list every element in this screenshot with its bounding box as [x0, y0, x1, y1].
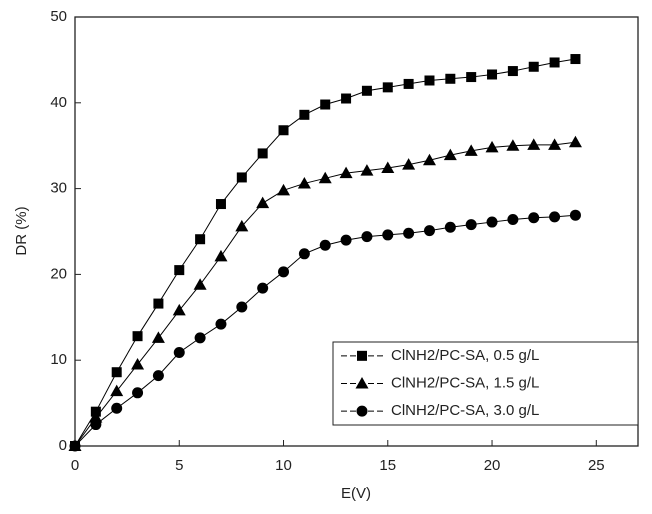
- marker: [549, 211, 561, 223]
- marker: [297, 176, 311, 189]
- marker: [341, 93, 352, 104]
- marker: [151, 331, 165, 343]
- marker: [548, 138, 562, 150]
- marker: [402, 158, 416, 170]
- marker: [298, 248, 310, 260]
- marker: [172, 303, 186, 316]
- marker: [194, 332, 206, 344]
- marker: [131, 357, 145, 370]
- marker: [424, 75, 435, 86]
- marker: [111, 402, 123, 414]
- marker: [423, 225, 435, 237]
- marker: [506, 139, 520, 151]
- marker: [507, 213, 519, 225]
- marker: [236, 301, 248, 313]
- marker: [320, 99, 331, 110]
- marker: [299, 109, 310, 120]
- legend-marker: [355, 377, 369, 389]
- marker: [382, 82, 393, 93]
- x-tick-label: 0: [71, 457, 79, 474]
- marker: [360, 164, 374, 176]
- marker: [382, 229, 394, 241]
- x-tick-label: 25: [588, 457, 605, 474]
- marker: [173, 346, 185, 358]
- legend-label: ClNH2/PC-SA, 1.5 g/L: [391, 374, 539, 391]
- legend-box: [332, 341, 639, 426]
- marker: [132, 331, 143, 342]
- marker: [319, 239, 331, 251]
- marker: [464, 144, 478, 156]
- marker: [278, 266, 290, 278]
- legend-marker: [356, 405, 368, 417]
- marker: [528, 212, 540, 224]
- marker: [361, 231, 373, 243]
- marker: [257, 148, 268, 159]
- x-tick-label: 20: [484, 457, 501, 474]
- marker: [527, 138, 541, 150]
- marker: [507, 66, 518, 77]
- marker: [443, 148, 457, 161]
- y-axis-label: DR (%): [13, 206, 30, 255]
- marker: [444, 221, 456, 233]
- marker: [403, 78, 414, 89]
- marker: [568, 135, 582, 148]
- y-tick-label: 30: [50, 180, 67, 197]
- plot-frame: [74, 16, 639, 447]
- marker: [110, 384, 124, 397]
- marker: [193, 278, 207, 290]
- marker: [445, 73, 456, 84]
- y-tick-label: 0: [59, 437, 67, 454]
- marker: [132, 387, 144, 399]
- y-tick-label: 20: [50, 265, 67, 282]
- marker: [486, 216, 498, 228]
- x-tick-label: 5: [175, 457, 183, 474]
- x-tick-label: 10: [275, 457, 292, 474]
- marker: [153, 298, 164, 309]
- legend-label: ClNH2/PC-SA, 0.5 g/L: [391, 347, 539, 364]
- marker: [466, 72, 477, 83]
- marker: [485, 140, 499, 153]
- marker: [318, 171, 332, 184]
- marker: [487, 69, 498, 80]
- y-tick-label: 10: [50, 351, 67, 368]
- marker: [111, 367, 122, 378]
- marker: [549, 57, 560, 68]
- marker: [90, 419, 102, 431]
- marker: [465, 219, 477, 231]
- y-tick-label: 50: [50, 8, 67, 25]
- marker: [381, 161, 395, 174]
- marker: [89, 411, 103, 423]
- marker: [256, 196, 270, 209]
- marker: [361, 85, 372, 96]
- legend-marker: [357, 350, 367, 361]
- marker: [278, 125, 289, 136]
- marker: [403, 227, 415, 239]
- marker: [235, 219, 249, 232]
- legend-label: ClNH2/PC-SA, 3.0 g/L: [391, 402, 539, 419]
- x-tick-label: 15: [379, 457, 396, 474]
- marker: [236, 172, 247, 183]
- marker: [214, 249, 228, 262]
- marker: [257, 282, 269, 294]
- marker: [339, 166, 353, 179]
- marker: [340, 234, 352, 246]
- marker: [69, 440, 81, 452]
- marker: [569, 209, 581, 221]
- marker: [528, 61, 539, 72]
- marker: [277, 183, 291, 196]
- y-tick-label: 40: [50, 94, 67, 111]
- marker: [422, 153, 436, 166]
- marker: [215, 318, 227, 330]
- marker: [195, 234, 206, 245]
- marker: [215, 199, 226, 210]
- marker: [152, 370, 164, 382]
- x-axis-label: E(V): [341, 485, 371, 502]
- marker: [570, 54, 581, 65]
- marker: [174, 265, 185, 276]
